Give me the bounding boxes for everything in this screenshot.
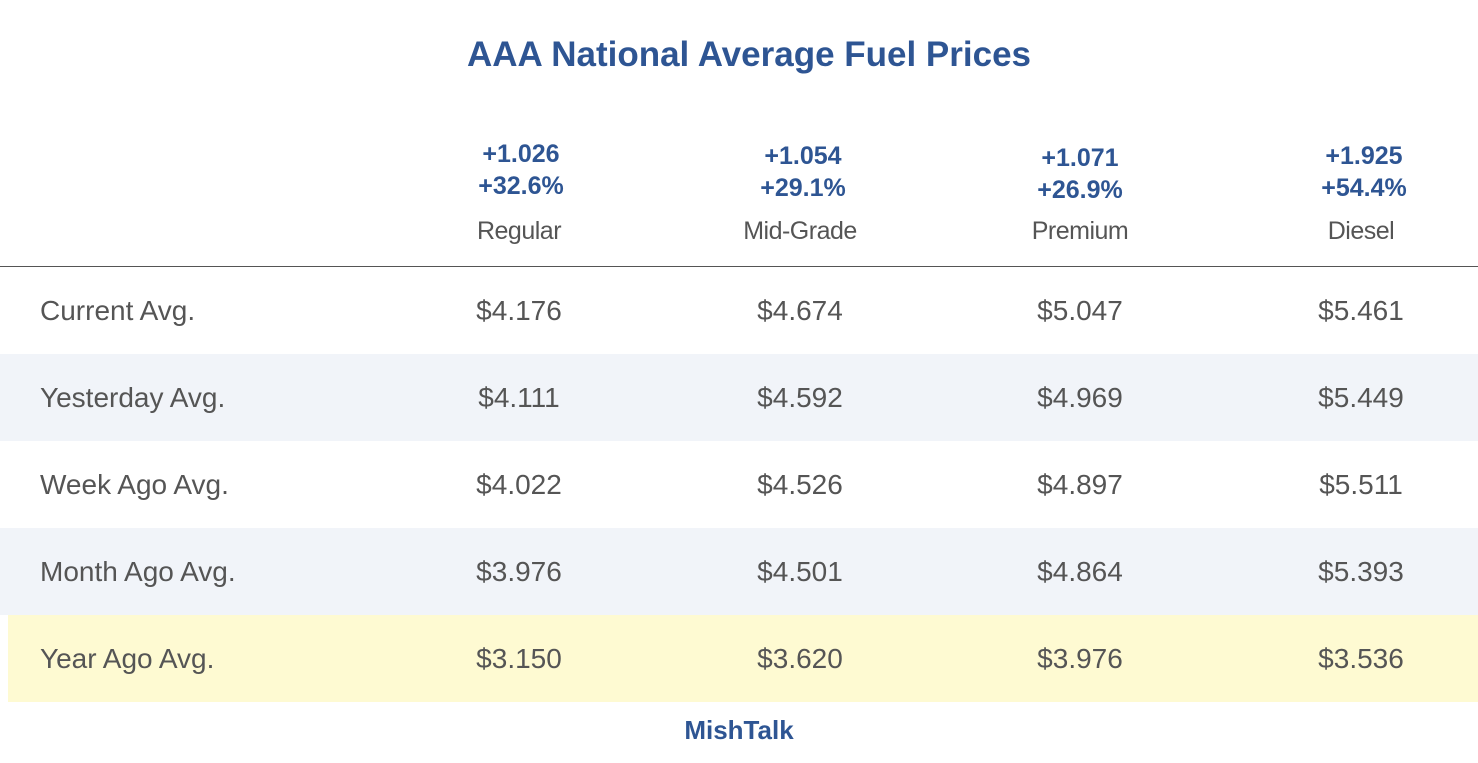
change-abs-premium: +1.071 — [1041, 144, 1119, 172]
row-label: Yesterday Avg. — [40, 382, 226, 413]
cell-midgrade: $4.501 — [757, 556, 843, 587]
cell-diesel: $5.461 — [1318, 295, 1404, 326]
cell-midgrade: $3.620 — [757, 643, 843, 674]
table-row-current: Current Avg. $4.176 $4.674 $5.047 $5.461 — [0, 267, 1478, 354]
row-label: Month Ago Avg. — [40, 556, 236, 587]
cell-diesel: $5.449 — [1318, 382, 1404, 413]
cell-premium: $4.864 — [1037, 556, 1123, 587]
change-abs-diesel: +1.925 — [1325, 142, 1403, 170]
cell-premium: $4.969 — [1037, 382, 1123, 413]
header-diesel-changes: +1.925 +54.4% — [1234, 140, 1478, 204]
cell-diesel: $5.511 — [1319, 469, 1403, 500]
column-label-regular: Regular — [476, 217, 562, 245]
cell-premium: $3.976 — [1037, 643, 1123, 674]
cell-regular: $3.976 — [476, 556, 562, 587]
cell-diesel: $3.536 — [1318, 643, 1404, 674]
change-pct-diesel: +54.4% — [1321, 174, 1407, 202]
column-label-diesel: Diesel — [1327, 217, 1395, 245]
change-pct-premium: +26.9% — [1037, 176, 1123, 204]
header-midgrade-changes: +1.054 +29.1% — [673, 140, 933, 204]
row-label: Year Ago Avg. — [40, 643, 215, 674]
cell-diesel: $5.393 — [1318, 556, 1404, 587]
change-abs-regular: +1.026 — [482, 140, 560, 168]
header-premium-changes: +1.071 +26.9% — [950, 142, 1210, 206]
cell-midgrade: $4.592 — [757, 382, 843, 413]
cell-regular: $4.111 — [478, 382, 560, 413]
cell-premium: $5.047 — [1037, 295, 1123, 326]
change-pct-regular: +32.6% — [478, 172, 564, 200]
change-pct-midgrade: +29.1% — [760, 174, 846, 202]
table-row-week-ago: Week Ago Avg. $4.022 $4.526 $4.897 $5.51… — [0, 441, 1478, 528]
table-row-yesterday: Yesterday Avg. $4.111 $4.592 $4.969 $5.4… — [0, 354, 1478, 441]
cell-regular: $4.022 — [476, 469, 562, 500]
row-label: Current Avg. — [40, 295, 196, 326]
table-row-month-ago: Month Ago Avg. $3.976 $4.501 $4.864 $5.3… — [0, 528, 1478, 615]
change-abs-midgrade: +1.054 — [764, 142, 842, 170]
cell-regular: $4.176 — [476, 295, 562, 326]
header-divider — [0, 266, 1478, 267]
column-label-premium: Premium — [1031, 217, 1129, 245]
table-row-year-ago: Year Ago Avg. $3.150 $3.620 $3.976 $3.53… — [8, 615, 1478, 702]
column-label-midgrade: Mid-Grade — [743, 217, 857, 245]
source-credit: MishTalk — [684, 715, 794, 745]
chart-title: AAA National Average Fuel Prices — [466, 35, 1032, 74]
cell-regular: $3.150 — [476, 643, 562, 674]
header-regular-changes: +1.026 +32.6% — [391, 138, 651, 202]
cell-midgrade: $4.526 — [757, 469, 843, 500]
cell-midgrade: $4.674 — [757, 295, 843, 326]
cell-premium: $4.897 — [1037, 469, 1123, 500]
row-label: Week Ago Avg. — [40, 469, 229, 500]
